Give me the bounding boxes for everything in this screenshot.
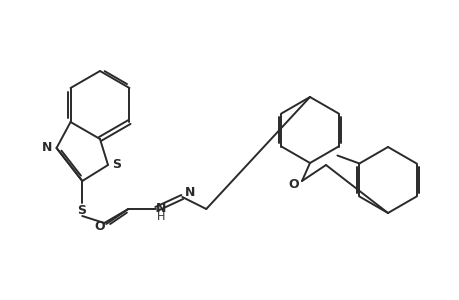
Text: N: N: [156, 202, 166, 214]
Text: O: O: [94, 220, 104, 233]
Text: N: N: [42, 140, 53, 154]
Text: S: S: [77, 203, 85, 217]
Text: H: H: [157, 212, 165, 222]
Text: O: O: [288, 178, 299, 190]
Text: N: N: [185, 185, 195, 199]
Text: S: S: [112, 158, 121, 170]
